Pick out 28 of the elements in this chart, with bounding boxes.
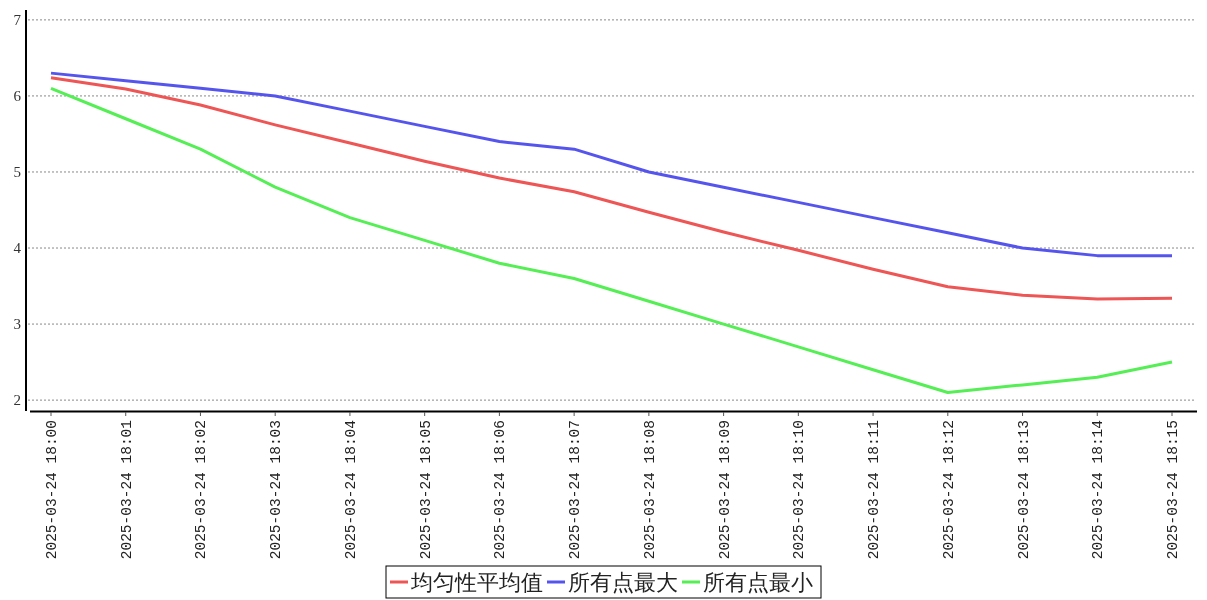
x-tick-label: 2025-03-24 18:01 [118, 420, 135, 560]
x-tick-label: 2025-03-24 18:13 [1015, 420, 1032, 560]
y-tick-label: 5 [13, 164, 21, 181]
x-tick-label: 2025-03-24 18:15 [1165, 420, 1181, 560]
x-tick-label: 2025-03-24 18:14 [1090, 420, 1107, 560]
legend-label: 所有点最小 [703, 569, 813, 595]
x-tick-label: 2025-03-24 18:02 [193, 420, 210, 560]
line-series [49, 86, 1174, 395]
x-tick-label: 2025-03-24 18:08 [641, 420, 658, 560]
x-tick-label: 2025-03-24 18:03 [268, 420, 285, 560]
legend-label: 所有点最大 [568, 569, 678, 595]
line-series [49, 76, 1174, 301]
x-tick-label: 2025-03-24 18:07 [567, 420, 584, 560]
line-series [49, 71, 1174, 258]
x-tick-label: 2025-03-24 18:00 [44, 420, 60, 560]
y-tick-label: 2 [13, 392, 21, 409]
x-tick-label: 2025-03-24 18:05 [417, 420, 434, 560]
y-tick-label: 6 [13, 88, 22, 105]
y-tick-label: 7 [13, 12, 22, 29]
x-tick-label: 2025-03-24 18:10 [791, 420, 808, 560]
legend-label: 均匀性平均值 [410, 569, 543, 595]
x-tick-label: 2025-03-24 18:06 [492, 420, 509, 560]
y-tick-label: 3 [13, 316, 21, 333]
x-tick-label: 2025-03-24 18:04 [342, 420, 359, 560]
x-tick-label: 2025-03-24 18:11 [866, 420, 883, 560]
x-tick-label: 2025-03-24 18:12 [940, 420, 957, 560]
y-tick-label: 4 [13, 240, 22, 257]
x-tick-label: 2025-03-24 18:09 [716, 420, 733, 560]
